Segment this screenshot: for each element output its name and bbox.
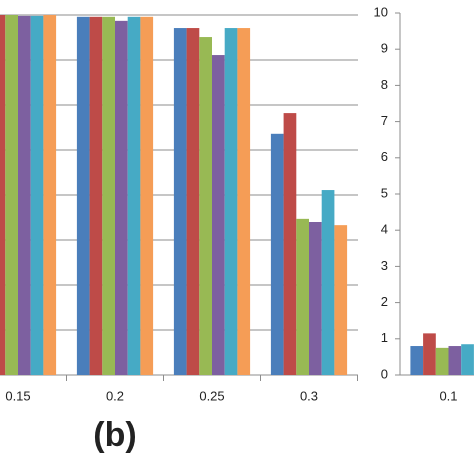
bar: [321, 190, 335, 375]
bar: [423, 333, 436, 375]
bar: [224, 28, 238, 376]
bar: [186, 28, 200, 376]
bar: [102, 16, 115, 376]
bar: [127, 16, 141, 376]
bar: [270, 133, 284, 375]
y-tick-label: 7: [381, 113, 388, 128]
bar: [461, 344, 474, 375]
y-tick-label: 4: [381, 222, 388, 237]
bar: [435, 347, 449, 375]
bar: [43, 15, 57, 375]
bar: [296, 218, 309, 375]
bar: [410, 346, 424, 375]
y-tick-label: 2: [381, 294, 388, 309]
x-tick-label: 0.25: [199, 388, 224, 403]
bar: [199, 37, 212, 376]
bar: [212, 55, 225, 376]
x-tick-label: 0.15: [5, 388, 30, 403]
bar: [448, 346, 462, 375]
y-tick-label: 6: [381, 149, 388, 164]
bar: [115, 20, 128, 375]
bar: [237, 28, 251, 376]
y-tick-label: 1: [381, 330, 388, 345]
bar: [18, 15, 31, 376]
y-tick-label: 5: [381, 185, 388, 200]
bar: [30, 15, 44, 376]
bar: [283, 113, 297, 375]
panel-label: (b): [93, 416, 136, 454]
x-tick-label: 0.3: [300, 388, 318, 403]
y-tick-label: 0: [381, 366, 388, 381]
bar: [173, 28, 187, 376]
bar: [309, 222, 322, 375]
bar: [140, 16, 154, 376]
y-tick-label: 9: [381, 41, 388, 56]
bar: [334, 225, 348, 375]
bar: [76, 16, 90, 376]
y-tick-label: 3: [381, 258, 388, 273]
x-tick-label: 0.1: [439, 388, 457, 403]
bar: [89, 16, 103, 376]
y-tick-label: 10: [374, 4, 388, 19]
bar: [0, 15, 6, 375]
bar: [5, 15, 18, 375]
x-tick-label: 0.2: [106, 388, 124, 403]
y-tick-label: 8: [381, 77, 388, 92]
